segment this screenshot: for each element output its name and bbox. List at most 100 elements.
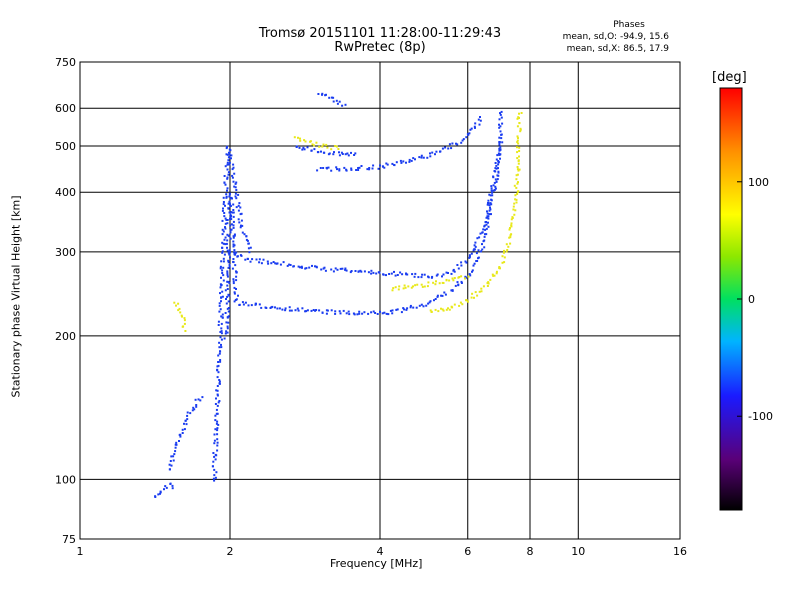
data-point xyxy=(464,260,467,263)
data-point xyxy=(465,136,468,139)
data-point xyxy=(227,207,230,210)
data-point xyxy=(505,250,508,253)
data-point xyxy=(497,161,500,164)
data-point xyxy=(400,311,403,314)
y-tick-label: 750 xyxy=(55,56,76,69)
data-point xyxy=(218,352,221,355)
data-point xyxy=(517,142,520,145)
data-point xyxy=(470,296,473,299)
data-point xyxy=(517,190,520,193)
data-point xyxy=(498,126,501,129)
data-point xyxy=(276,262,279,265)
data-point xyxy=(189,412,192,415)
data-point xyxy=(428,301,431,304)
data-point xyxy=(466,300,469,303)
data-point xyxy=(357,169,360,171)
data-point xyxy=(422,305,425,308)
data-point xyxy=(222,279,225,282)
data-point xyxy=(303,148,306,151)
data-point xyxy=(354,152,357,155)
data-point xyxy=(197,398,200,401)
data-point xyxy=(490,213,492,216)
data-point xyxy=(469,274,472,277)
data-point xyxy=(403,284,406,287)
data-point xyxy=(478,123,481,126)
data-point xyxy=(471,270,473,273)
data-point xyxy=(358,166,361,169)
data-point xyxy=(473,244,476,247)
data-point xyxy=(221,233,224,236)
data-point xyxy=(262,258,265,261)
data-point xyxy=(498,266,501,268)
data-point xyxy=(232,163,235,166)
data-point xyxy=(218,304,221,307)
data-point xyxy=(240,224,242,227)
data-point xyxy=(232,240,235,243)
data-point xyxy=(516,141,519,144)
data-point xyxy=(358,310,361,313)
data-point xyxy=(243,233,246,236)
data-point xyxy=(228,151,230,154)
data-point xyxy=(479,116,481,118)
data-point xyxy=(514,209,517,212)
data-point xyxy=(517,162,520,165)
data-point xyxy=(501,122,504,125)
x-tick-label: 16 xyxy=(673,545,687,558)
data-point xyxy=(192,406,195,409)
data-point xyxy=(516,166,519,168)
data-point xyxy=(267,262,270,265)
data-point xyxy=(393,270,395,273)
data-point xyxy=(367,271,370,274)
data-point xyxy=(290,309,293,312)
data-point xyxy=(178,440,180,442)
data-point xyxy=(487,281,490,284)
data-point xyxy=(457,276,460,279)
data-point xyxy=(339,312,342,315)
data-point xyxy=(485,223,488,226)
data-point xyxy=(498,149,501,152)
data-point xyxy=(486,216,489,219)
data-point xyxy=(227,293,230,296)
data-point xyxy=(436,295,439,298)
data-point xyxy=(218,379,221,381)
data-point xyxy=(235,251,238,254)
data-point xyxy=(450,289,453,292)
data-point xyxy=(508,228,511,231)
data-point xyxy=(258,303,261,306)
data-point xyxy=(228,265,231,268)
data-point xyxy=(476,294,479,297)
data-point xyxy=(368,168,371,171)
data-point xyxy=(220,315,223,318)
data-point xyxy=(228,251,231,254)
data-point xyxy=(232,261,235,264)
data-point xyxy=(513,184,516,187)
data-point xyxy=(328,96,331,99)
data-point xyxy=(230,223,233,226)
data-point xyxy=(221,290,224,293)
data-point xyxy=(194,398,197,401)
data-point xyxy=(247,247,250,250)
data-point xyxy=(213,455,216,458)
data-point xyxy=(324,94,327,97)
data-point xyxy=(297,265,300,268)
data-point xyxy=(513,202,516,205)
data-point xyxy=(397,288,400,291)
data-point xyxy=(226,177,229,180)
data-point xyxy=(443,291,446,294)
colorbar-ticks: 100 0 -100 xyxy=(737,176,773,423)
data-point xyxy=(395,161,398,164)
data-point xyxy=(405,161,407,164)
data-point xyxy=(466,133,469,136)
data-point xyxy=(456,264,459,266)
data-point xyxy=(490,187,493,190)
data-point xyxy=(301,148,304,151)
data-point xyxy=(493,274,496,277)
data-point xyxy=(497,167,499,170)
data-point xyxy=(471,269,474,272)
data-point xyxy=(230,157,232,160)
data-point xyxy=(406,307,409,310)
data-point xyxy=(414,284,417,287)
data-point xyxy=(399,271,402,274)
data-point xyxy=(483,225,486,228)
data-point xyxy=(489,202,492,205)
